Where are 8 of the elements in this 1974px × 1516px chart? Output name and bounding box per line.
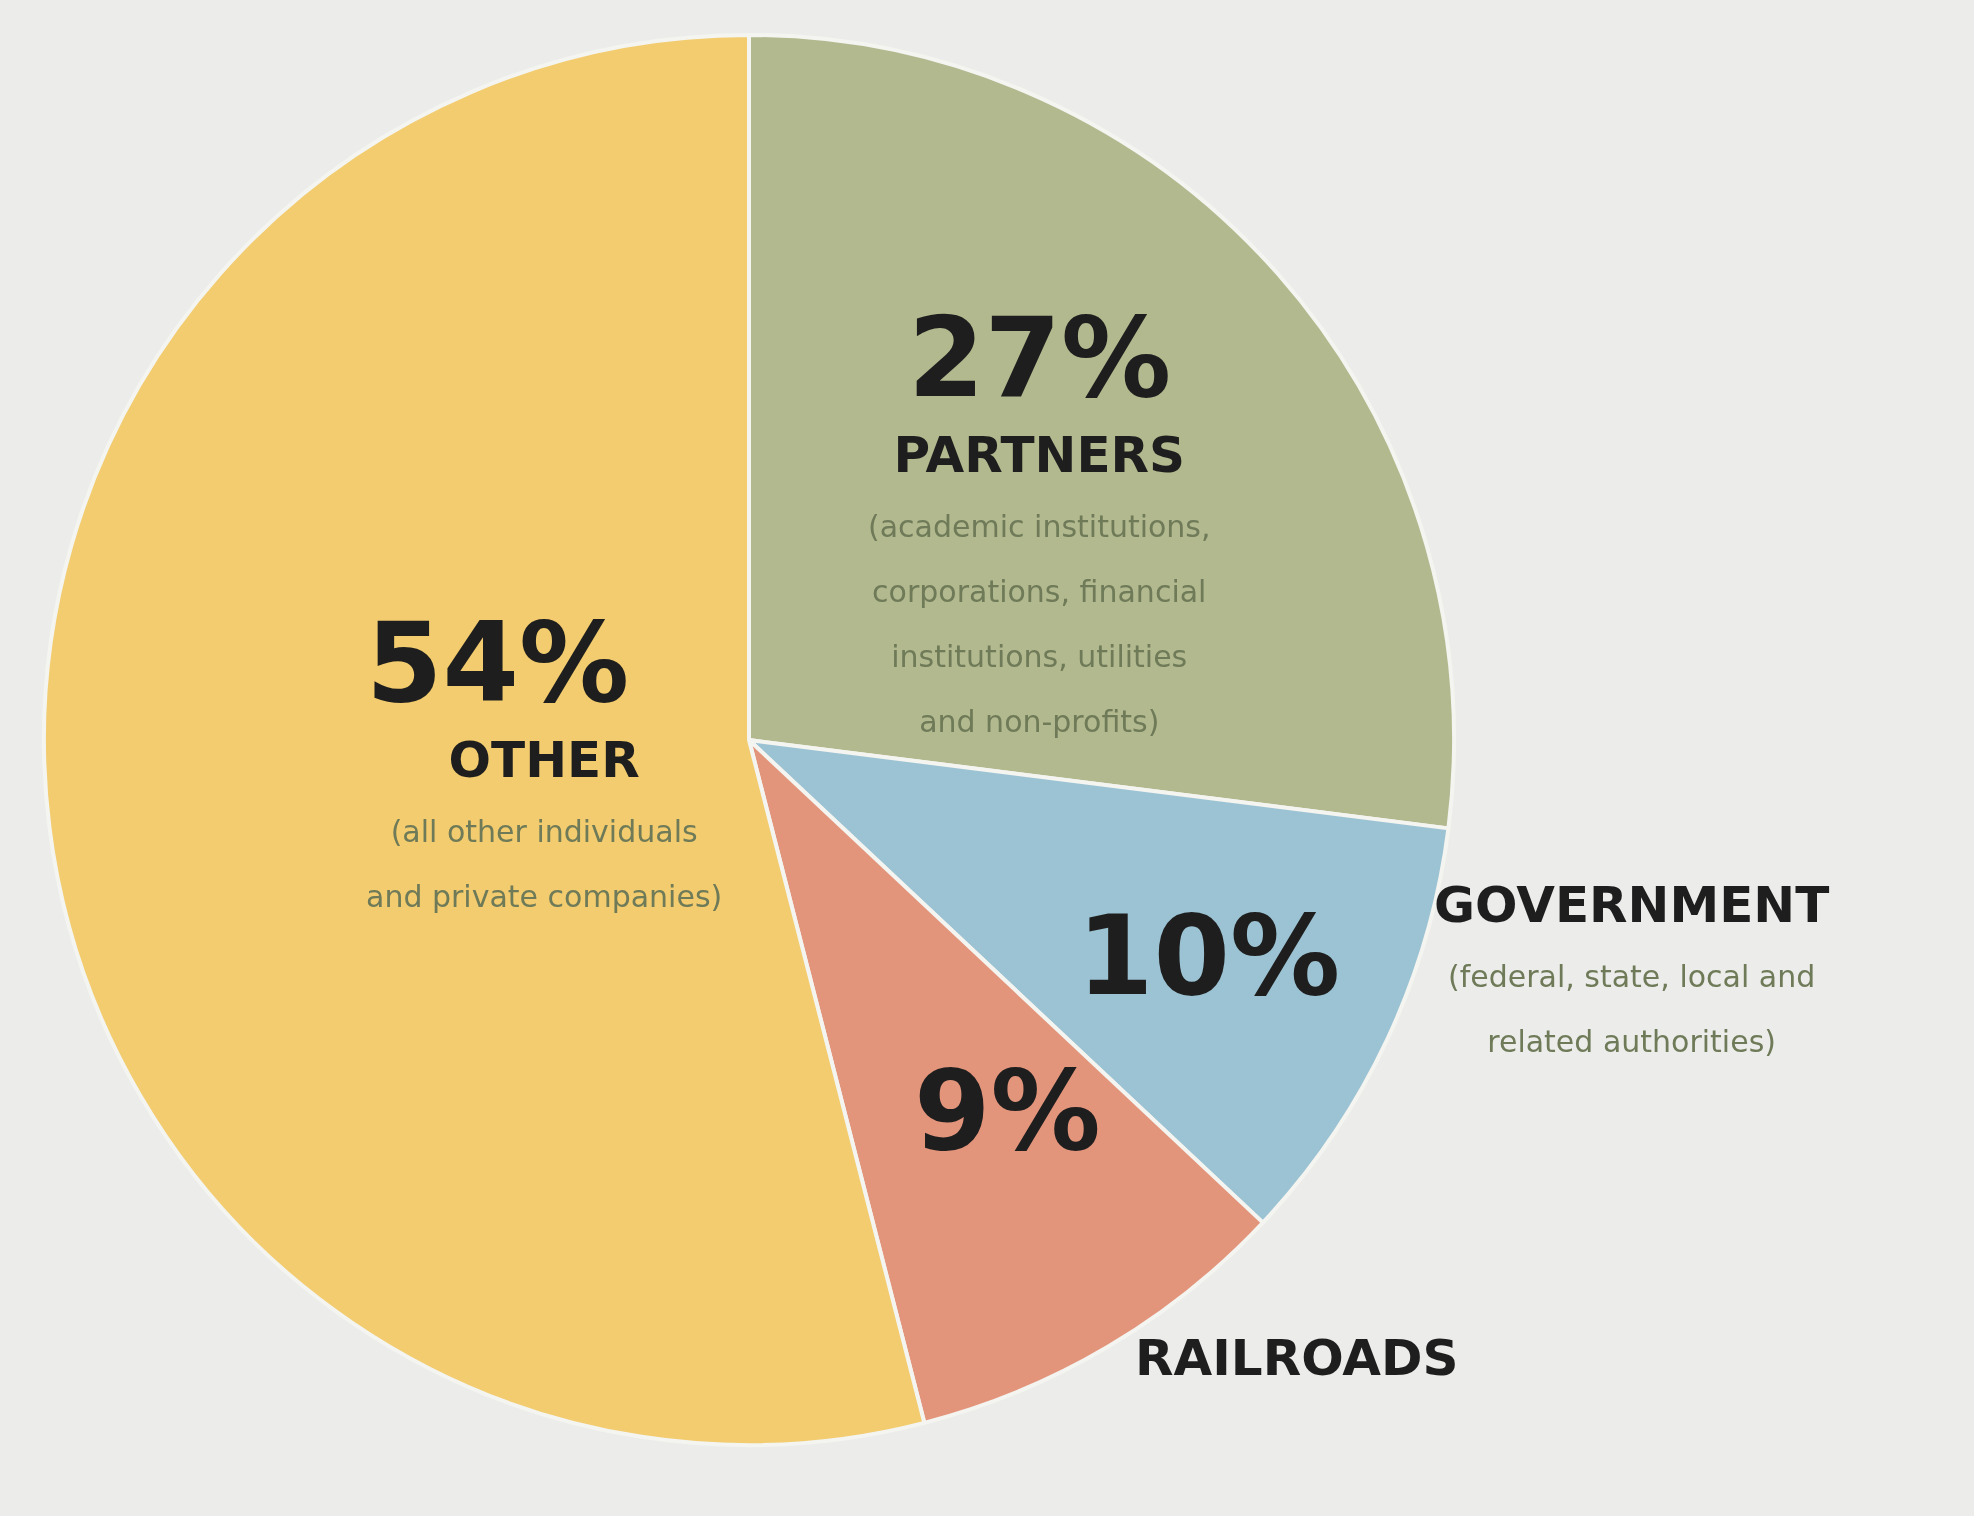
data-label: 10%	[1077, 892, 1341, 1020]
slice-label: OTHER (all other individuals and private companies)	[366, 731, 723, 914]
data-label: 27%	[908, 294, 1172, 422]
data-label: 54%	[366, 599, 630, 727]
slice-label: PARTNERS (academic institutions, corporations, financial institutions, utilities and non-profits)	[868, 426, 1211, 739]
data-label: 9%	[914, 1047, 1101, 1175]
slice-label: RAILROADS	[1135, 1329, 1459, 1387]
slice-label: GOVERNMENT (federal, state, local and related authorities)	[1434, 876, 1830, 1059]
